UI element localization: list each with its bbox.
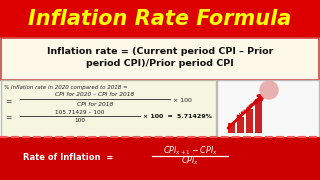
Text: Inflation rate = (Current period CPI – Prior: Inflation rate = (Current period CPI – P…: [47, 48, 273, 57]
Text: CPI for 2020 – CPI for 2018: CPI for 2020 – CPI for 2018: [55, 93, 135, 98]
Bar: [0, 137, 320, 180]
Bar: [246, 109, 253, 133]
Text: INFLATION: INFLATION: [236, 96, 264, 120]
Bar: [1, 38, 319, 80]
Text: × 100  =  5.71429%: × 100 = 5.71429%: [143, 114, 212, 118]
Text: period CPI)/Prior period CPI: period CPI)/Prior period CPI: [86, 58, 234, 68]
Text: 100: 100: [75, 118, 85, 123]
Text: Rate of Inflation  =: Rate of Inflation =: [23, 154, 113, 163]
Bar: [228, 123, 235, 133]
Text: 105.71429 – 100: 105.71429 – 100: [55, 109, 105, 114]
Text: CPI for 2018: CPI for 2018: [77, 102, 113, 107]
Text: $\mathit{CPI}_{x+1} - \mathit{CPI}_{x}$: $\mathit{CPI}_{x+1} - \mathit{CPI}_{x}$: [163, 145, 217, 157]
Bar: [0, 0, 320, 38]
Text: =: =: [5, 98, 12, 107]
Text: =: =: [5, 114, 12, 123]
Bar: [255, 99, 262, 133]
Text: × 100: × 100: [173, 98, 192, 102]
Text: $\mathit{CPI}_{x}$: $\mathit{CPI}_{x}$: [181, 155, 199, 167]
FancyArrowPatch shape: [228, 94, 264, 128]
Bar: [237, 117, 244, 133]
Text: Inflation Rate Formula: Inflation Rate Formula: [28, 9, 292, 29]
Bar: [1, 80, 216, 137]
Text: % Inflation rate in 2020 compared to 2018 =: % Inflation rate in 2020 compared to 201…: [4, 84, 128, 89]
Bar: [217, 80, 319, 137]
Circle shape: [260, 81, 278, 99]
